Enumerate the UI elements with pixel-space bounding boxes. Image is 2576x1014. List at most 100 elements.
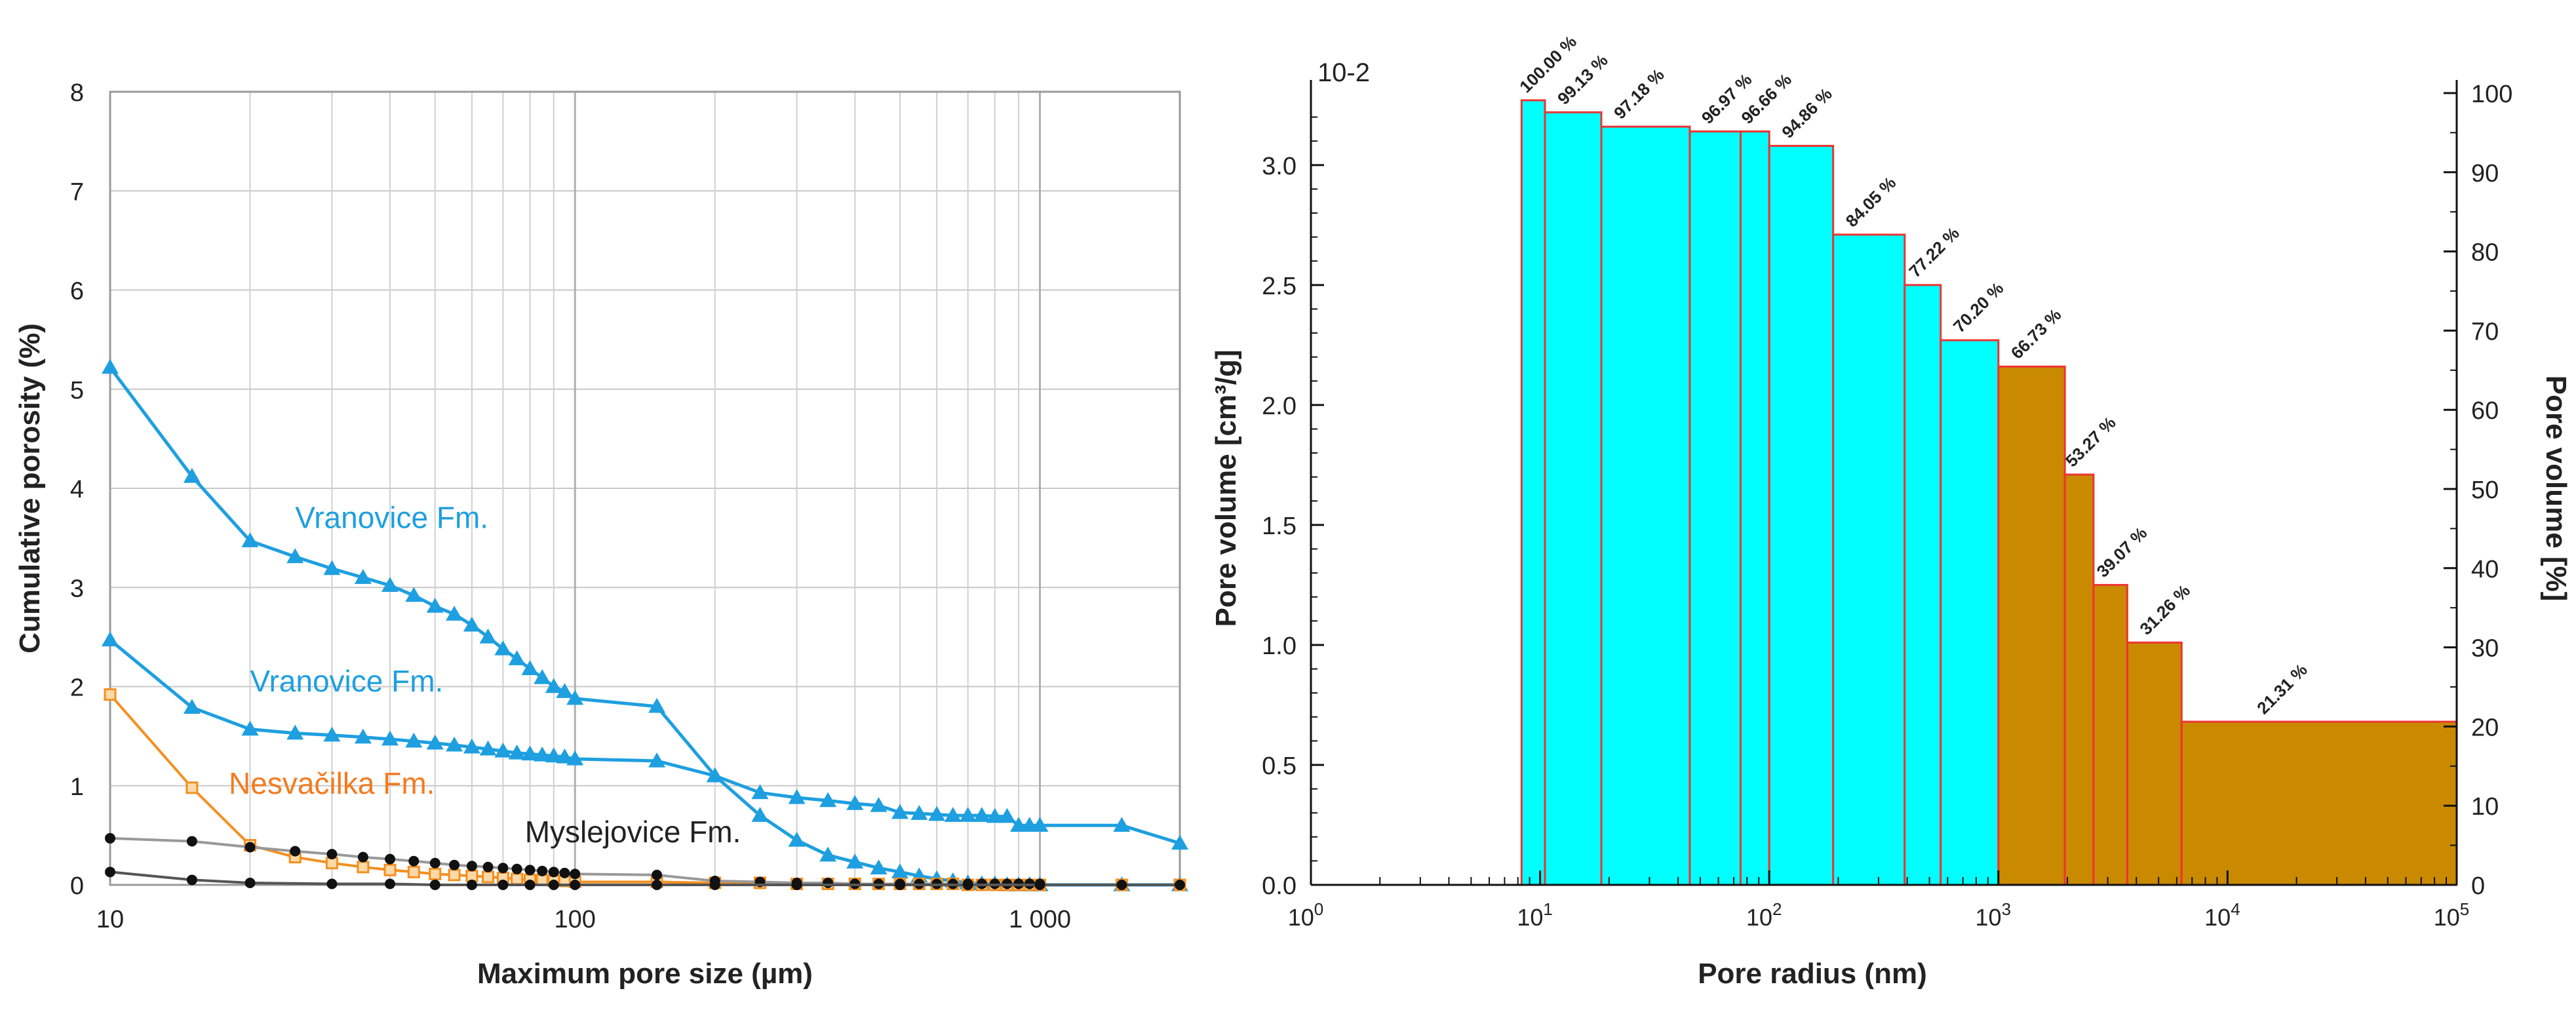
porosity-point [1010, 817, 1028, 832]
porosity-point [570, 868, 581, 880]
porosity-point [241, 720, 259, 736]
porosity-series [102, 359, 1188, 891]
porosity-point [185, 781, 199, 794]
pore-volume-y2-axis-title: Pore volume [%] [2540, 376, 2572, 602]
porosity-point [183, 467, 201, 483]
porosity-point [286, 548, 304, 564]
porosity-point [426, 734, 444, 750]
porosity-point [446, 606, 463, 621]
porosity-point [545, 678, 562, 693]
pore-volume-x-tick-label: 104 [2204, 899, 2240, 931]
pore-volume-y-tick-label: 0.0 [1262, 872, 1297, 900]
porosity-point [570, 880, 581, 890]
pore-volume-x-tick-label: 105 [2434, 899, 2470, 931]
porosity-y-tick-label: 5 [70, 377, 84, 404]
pore-volume-y-multiplier: 10-2 [1317, 58, 1370, 87]
porosity-point [325, 857, 338, 870]
porosity-point [407, 865, 420, 878]
pore-volume-bar [2092, 583, 2128, 886]
porosity-y-tick-label: 3 [70, 575, 84, 602]
pore-volume-bar [1544, 111, 1603, 886]
porosity-point [479, 628, 497, 644]
porosity-point [183, 699, 201, 714]
porosity-point [548, 880, 559, 890]
porosity-point [894, 880, 905, 890]
porosity-point [429, 880, 440, 890]
porosity-point [448, 868, 461, 882]
porosity-point [102, 631, 119, 647]
pore-volume-x-tick-label: 101 [1517, 899, 1553, 931]
pore-volume-bars [1520, 99, 2458, 886]
pore-volume-x-axis-title: Pore radius (nm) [1698, 958, 1927, 990]
porosity-point [910, 805, 928, 820]
porosity-point [1116, 880, 1127, 890]
porosity-point [534, 669, 551, 684]
porosity-y-tick-label: 1 [70, 773, 84, 801]
porosity-point [788, 831, 806, 847]
porosity-point [498, 880, 509, 890]
porosity-point [466, 861, 477, 872]
porosity-point [405, 732, 423, 748]
pore-volume-y2-tick-label: 90 [2471, 160, 2499, 187]
pore-volume-bar [1688, 130, 1742, 886]
pore-volume-bar [2126, 641, 2183, 886]
porosity-point [556, 683, 574, 698]
porosity-point [357, 851, 368, 863]
porosity-point [751, 784, 769, 800]
porosity-point [498, 863, 509, 874]
pore-volume-bar [1740, 130, 1770, 886]
pore-volume-bar [1940, 339, 2000, 886]
pore-volume-bar [1768, 145, 1835, 886]
pore-volume-y2-tick-label: 70 [2471, 318, 2499, 345]
porosity-point [1175, 880, 1185, 890]
porosity-point [524, 880, 536, 890]
pore-volume-bar [1832, 233, 1906, 886]
porosity-point [446, 736, 463, 752]
porosity-series-1 [102, 631, 1188, 850]
porosity-point [521, 660, 539, 676]
porosity-point [891, 863, 908, 879]
porosity-x-tick-label: 10 [96, 906, 124, 933]
porosity-point [354, 569, 372, 584]
porosity-point [102, 359, 119, 374]
porosity-point [1171, 834, 1188, 850]
pore-volume-y2-tick-label: 20 [2471, 714, 2499, 741]
pore-volume-x-tick-label: 102 [1746, 899, 1782, 931]
porosity-point [846, 853, 864, 868]
pore-volume-axes: 100 101 102 103 104 105 0.0 0.5 1.0 1.5 2.0 2.5 3.0 0… [1262, 80, 2512, 931]
porosity-point [290, 846, 301, 857]
porosity-point [463, 616, 480, 632]
porosity-x-tick-label: 100 [555, 906, 596, 933]
porosity-point [566, 750, 584, 766]
porosity-series-labels: Vranovice Fm. Vranovice Fm. Nesvačilka Fm.… [229, 501, 741, 849]
porosity-series-4 [105, 867, 1185, 890]
porosity-point [186, 874, 197, 886]
porosity-point [463, 738, 480, 754]
pore-volume-y-tick-label: 1.0 [1262, 633, 1297, 660]
porosity-point [482, 870, 495, 884]
pore-volume-x-tick-label: 103 [1976, 899, 2012, 931]
porosity-point [494, 640, 512, 655]
porosity-point [706, 767, 724, 783]
porosity-point [973, 807, 990, 822]
pore-volume-bar [1520, 99, 1546, 886]
porosity-series-label: Nesvačilka Fm. [229, 766, 435, 800]
pore-volume-x-tick-label: 100 [1288, 899, 1324, 931]
porosity-point [891, 804, 908, 819]
pore-volume-y2-tick-label: 10 [2471, 793, 2499, 821]
porosity-point [548, 867, 559, 878]
pore-volume-y-tick-label: 0.5 [1262, 752, 1297, 780]
pore-volume-y2-tick-label: 50 [2471, 477, 2499, 504]
pore-volume-bar [1903, 284, 1942, 886]
porosity-point [823, 877, 834, 888]
porosity-point [186, 836, 197, 847]
porosity-point [426, 597, 444, 613]
porosity-point [381, 577, 399, 592]
porosity-point [870, 797, 888, 812]
porosity-point [511, 863, 522, 874]
porosity-point [962, 880, 973, 890]
porosity-point [870, 859, 888, 875]
porosity-y-axis-title: Cumulative porosity (%) [14, 323, 46, 653]
